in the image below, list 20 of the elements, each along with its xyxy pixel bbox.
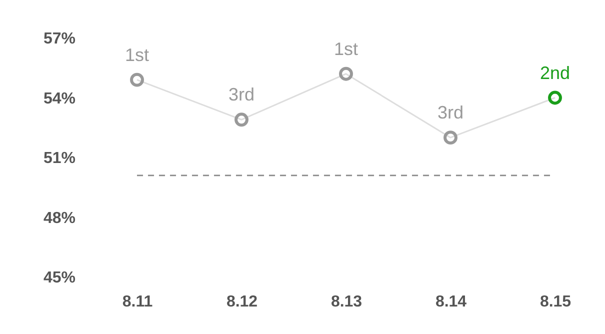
point	[234, 112, 248, 127]
annotation: 3rd	[437, 102, 464, 123]
annotation: 1st	[334, 38, 358, 59]
annotation: 3rd	[228, 84, 255, 105]
x-tick-label: 8.15	[540, 294, 572, 310]
y-tick-label: 51%	[43, 150, 76, 167]
annotation: 2nd	[540, 62, 570, 83]
point	[444, 130, 458, 145]
x-tick-label: 8.14	[435, 294, 467, 310]
y-tick-label: 48%	[43, 210, 76, 227]
x-tick-label: 8.13	[330, 294, 362, 310]
y-tick-label: 45%	[43, 270, 76, 286]
y-tick-label: 57%	[43, 30, 76, 48]
annotation: 1st	[124, 44, 150, 65]
y-tick-label: 54%	[43, 90, 76, 108]
point	[548, 90, 562, 105]
x-tick-label: 8.12	[226, 294, 258, 310]
x-tick-label: 8.11	[122, 294, 153, 310]
point	[339, 66, 353, 81]
point	[130, 72, 144, 87]
